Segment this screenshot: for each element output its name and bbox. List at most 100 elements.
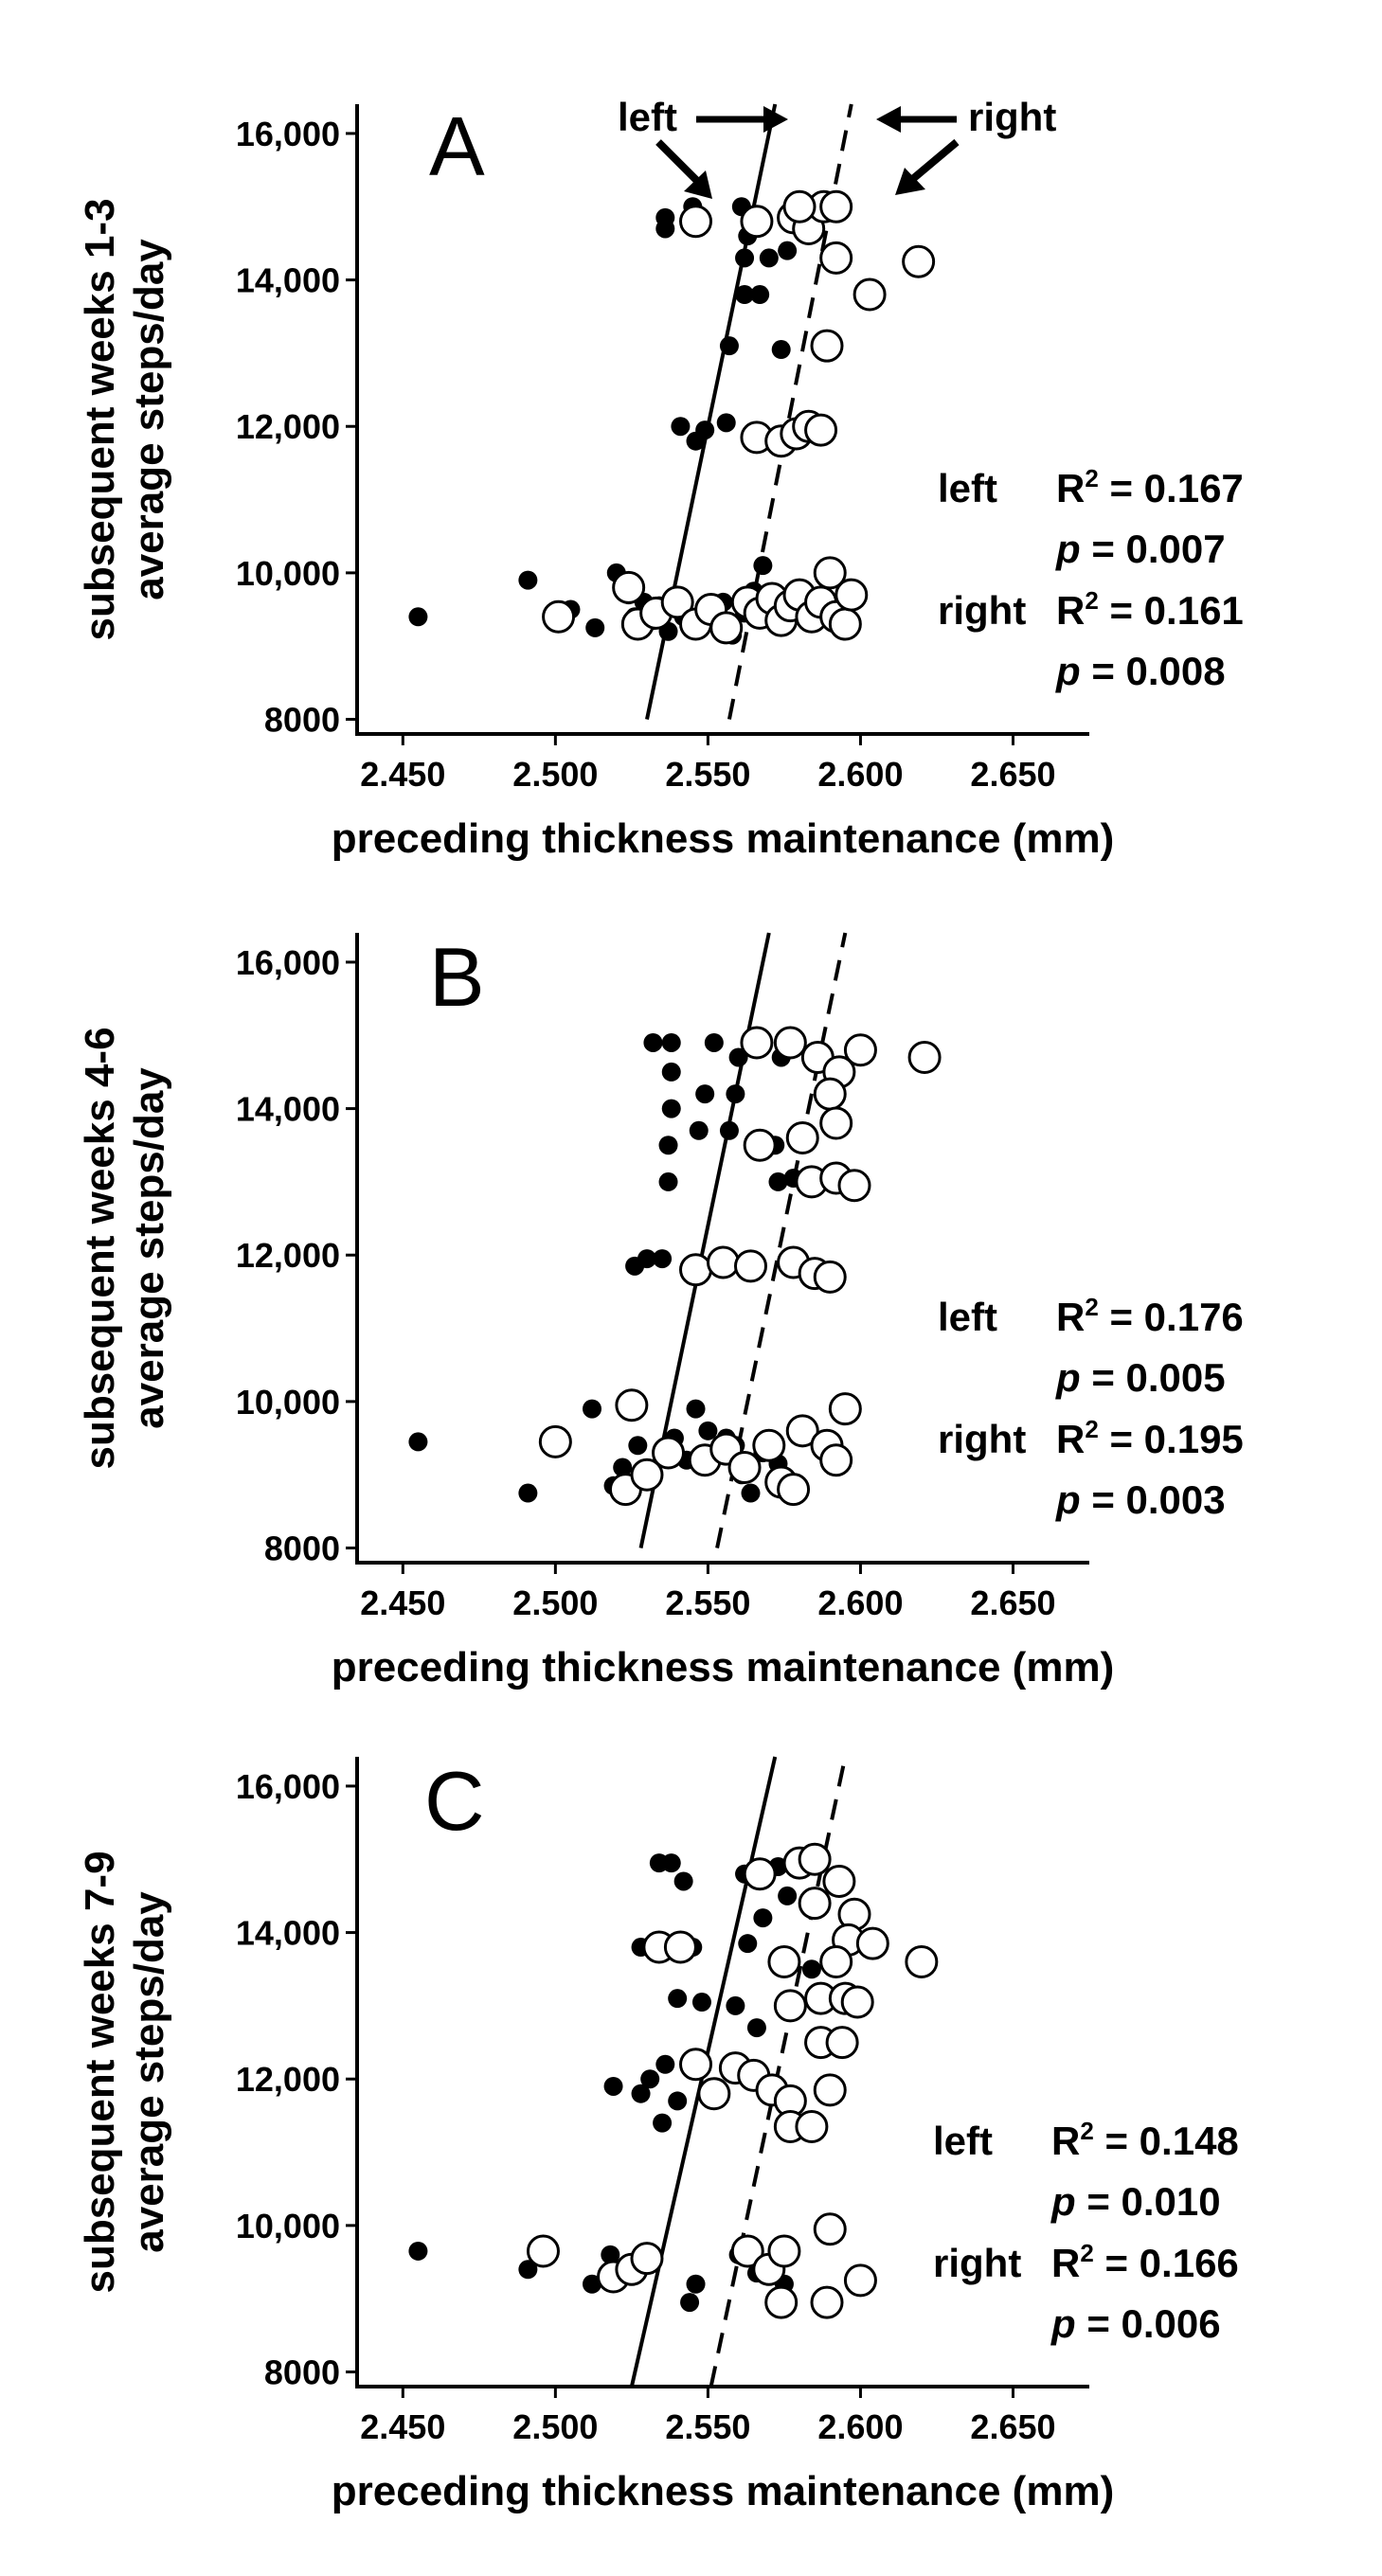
x-tick-label: 2.650 <box>970 1583 1055 1622</box>
point-right <box>837 1169 871 1203</box>
point-left <box>583 1399 602 1419</box>
point-left <box>741 1483 761 1503</box>
point-right <box>679 205 713 239</box>
point-right <box>697 2077 731 2111</box>
stats-box: left R2 = 0.176 p = 0.005 right R2 = 0.1… <box>938 1293 1244 1522</box>
point-right <box>752 1428 786 1462</box>
point-left <box>655 207 675 227</box>
point-left <box>668 2091 688 2111</box>
panel-letter: C <box>424 1754 485 1848</box>
point-right <box>663 1930 697 1964</box>
point-right <box>810 2285 844 2319</box>
point-right <box>709 611 744 645</box>
stat-left-r2: R2 = 0.148 <box>1051 2117 1239 2163</box>
panel-c: C subsequent weeks 7-9 average steps/day… <box>77 1754 1239 2514</box>
axis-frame <box>355 1757 1089 2388</box>
point-right <box>902 244 936 278</box>
stat-right-r2: R2 = 0.166 <box>1051 2239 1239 2285</box>
point-right <box>730 2234 764 2268</box>
x-tick-label: 2.600 <box>817 755 903 794</box>
point-left <box>698 1421 718 1440</box>
x-tick-label: 2.500 <box>512 1583 598 1622</box>
point-right <box>905 1945 939 1979</box>
right-diagonal-arrow <box>906 138 960 186</box>
point-right <box>813 556 847 590</box>
point-right <box>767 2234 801 2268</box>
stat-left-label: left <box>938 1295 997 1339</box>
point-right <box>798 1842 832 1876</box>
point-right <box>804 413 838 447</box>
x-tick-label: 2.500 <box>512 755 598 794</box>
point-right <box>795 2109 829 2143</box>
y-axis-title: subsequent weeks 4-6 average steps/day <box>77 1027 172 1469</box>
point-left <box>686 1399 706 1419</box>
point-left <box>601 2245 620 2264</box>
axes: 8000 10,000 12,000 14,000 16,000 2.450 2.500 2.… <box>236 104 1089 794</box>
point-left <box>753 1908 773 1928</box>
stat-left-label: left <box>938 466 997 510</box>
point-right <box>612 570 646 604</box>
point-left <box>689 1120 709 1140</box>
point-left <box>759 248 779 268</box>
left-callout-arrowhead <box>763 106 788 133</box>
x-axis-title: preceding thickness maintenance (mm) <box>332 1644 1114 1690</box>
point-left <box>695 1084 715 1104</box>
point-left <box>728 1047 748 1067</box>
point-left <box>655 2054 675 2074</box>
left-diagonal-arrowhead <box>684 170 712 199</box>
point-left <box>695 420 715 440</box>
y-tick-label: 14,000 <box>236 261 340 300</box>
stat-right-p: p = 0.006 <box>1050 2301 1221 2346</box>
point-right <box>822 1864 856 1898</box>
point-right <box>773 1989 807 2023</box>
point-left <box>408 607 428 627</box>
point-right <box>740 205 774 239</box>
point-left <box>668 1989 688 2009</box>
stat-left-r2: R2 = 0.167 <box>1056 464 1244 510</box>
point-right <box>727 1450 762 1484</box>
x-tick-label: 2.450 <box>360 2407 445 2446</box>
stat-right-label: right <box>938 1417 1026 1461</box>
point-left <box>661 1032 681 1052</box>
point-right <box>828 607 862 641</box>
point-right <box>630 1458 664 1492</box>
point-right <box>615 1388 649 1422</box>
stat-right-r2: R2 = 0.161 <box>1056 586 1244 633</box>
point-left <box>603 2076 623 2096</box>
y-tick-label: 10,000 <box>236 554 340 593</box>
point-right <box>764 2285 799 2319</box>
point-left <box>686 2274 706 2294</box>
y-axis-title-line1: subsequent weeks 4-6 <box>77 1027 123 1469</box>
point-right <box>679 2048 713 2082</box>
point-right <box>526 2234 560 2268</box>
point-right <box>773 1026 807 1060</box>
right-callout: right <box>876 95 1056 195</box>
axes: 8000 10,000 12,000 14,000 16,000 2.450 2.500 2.… <box>236 1757 1089 2446</box>
point-right <box>813 1260 847 1294</box>
point-left <box>726 1084 745 1104</box>
y-tick-label: 10,000 <box>236 1383 340 1422</box>
point-right <box>825 2026 859 2060</box>
point-left <box>583 2274 602 2294</box>
point-left <box>518 2260 538 2280</box>
axis-frame <box>355 104 1089 736</box>
x-tick-label: 2.650 <box>970 2407 1055 2446</box>
x-axis-title: preceding thickness maintenance (mm) <box>332 815 1114 862</box>
point-right <box>855 1926 889 1960</box>
x-tick-label: 2.550 <box>665 2407 750 2446</box>
point-right <box>819 189 853 224</box>
y-axis-title-line2: average steps/day <box>126 1891 172 2253</box>
point-left <box>661 1853 681 1873</box>
point-left <box>768 1172 788 1191</box>
stat-right-label: right <box>938 588 1026 633</box>
stat-left-p: p = 0.005 <box>1055 1355 1226 1400</box>
axes: 8000 10,000 12,000 14,000 16,000 2.450 2.500 2.… <box>236 933 1089 1622</box>
right-diagonal-arrowhead <box>895 168 925 195</box>
point-left <box>653 1249 673 1269</box>
point-left <box>637 1249 656 1269</box>
point-right <box>835 578 869 612</box>
panel-letter: A <box>429 99 485 193</box>
point-left <box>518 1483 538 1503</box>
point-left <box>771 340 791 360</box>
point-left <box>408 2241 428 2261</box>
